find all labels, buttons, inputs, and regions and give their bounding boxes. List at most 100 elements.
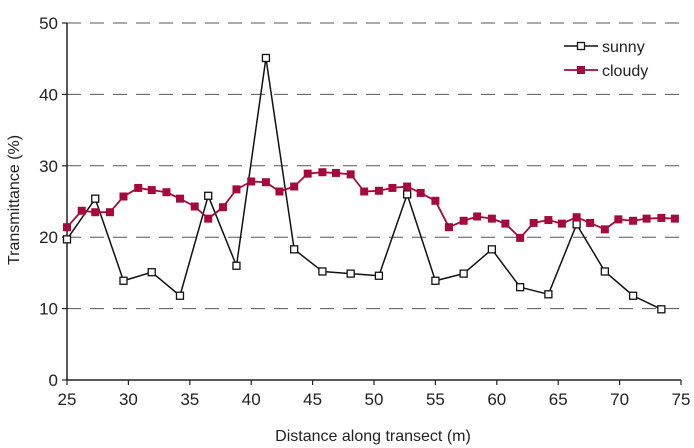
legend-item-sunny: sunny bbox=[564, 39, 645, 56]
data-point-cloudy bbox=[670, 214, 679, 223]
x-axis-title: Distance along transect (m) bbox=[275, 428, 471, 445]
legend-label-sunny: sunny bbox=[602, 39, 645, 56]
data-point-sunny bbox=[62, 235, 72, 244]
data-point-cloudy bbox=[77, 206, 86, 215]
data-point-sunny bbox=[657, 305, 666, 314]
data-point-sunny bbox=[204, 191, 213, 200]
data-point-cloudy bbox=[544, 216, 553, 225]
y-tick-label: 20 bbox=[39, 228, 58, 247]
series-cloudy bbox=[63, 168, 679, 242]
data-point-cloudy bbox=[175, 194, 184, 203]
data-point-cloudy bbox=[629, 216, 638, 225]
data-point-sunny bbox=[572, 220, 581, 229]
data-point-cloudy bbox=[119, 192, 128, 201]
data-point-cloudy bbox=[303, 169, 312, 178]
data-point-sunny bbox=[91, 194, 100, 203]
data-point-sunny bbox=[459, 269, 468, 278]
data-point-cloudy bbox=[501, 219, 510, 228]
x-tick-label: 70 bbox=[610, 390, 629, 409]
data-point-cloudy bbox=[614, 215, 623, 224]
axes bbox=[66, 23, 681, 381]
data-point-sunny bbox=[232, 261, 241, 270]
gridlines bbox=[67, 22, 681, 310]
x-tick-label: 45 bbox=[303, 390, 322, 409]
y-axis-title: Transmittance (%) bbox=[6, 135, 23, 265]
data-point-cloudy bbox=[318, 168, 327, 177]
data-point-cloudy bbox=[487, 214, 496, 223]
legend-item-cloudy: cloudy bbox=[564, 63, 648, 80]
data-point-sunny bbox=[487, 245, 497, 254]
data-point-cloudy bbox=[290, 182, 299, 191]
data-point-cloudy bbox=[162, 188, 171, 197]
data-point-sunny bbox=[374, 271, 384, 280]
data-point-sunny bbox=[403, 190, 412, 199]
data-point-cloudy bbox=[431, 196, 440, 205]
data-point-sunny bbox=[147, 268, 156, 277]
y-tick-label: 30 bbox=[39, 157, 58, 176]
data-point-cloudy bbox=[374, 186, 383, 195]
y-tick-label: 0 bbox=[49, 371, 58, 390]
data-point-cloudy bbox=[444, 223, 453, 232]
data-point-sunny bbox=[515, 283, 525, 292]
data-point-cloudy bbox=[557, 219, 566, 228]
data-point-sunny bbox=[431, 276, 440, 285]
data-point-cloudy bbox=[261, 178, 270, 187]
data-point-cloudy bbox=[147, 186, 156, 195]
data-point-cloudy bbox=[473, 212, 482, 221]
series-sunny bbox=[62, 53, 666, 314]
series-line-cloudy bbox=[66, 171, 675, 239]
y-tick-label: 10 bbox=[39, 300, 58, 319]
x-tick-label: 25 bbox=[58, 390, 77, 409]
data-point-sunny bbox=[261, 53, 271, 63]
x-tick-label: 60 bbox=[487, 390, 506, 409]
x-tick-label: 55 bbox=[426, 390, 445, 409]
data-point-cloudy bbox=[331, 168, 340, 177]
legend-marker-cloudy bbox=[577, 66, 585, 74]
data-point-cloudy bbox=[600, 225, 609, 234]
data-point-sunny bbox=[544, 290, 553, 299]
data-point-cloudy bbox=[346, 170, 355, 179]
data-point-cloudy bbox=[388, 183, 397, 192]
data-point-cloudy bbox=[63, 223, 71, 232]
data-point-cloudy bbox=[190, 202, 199, 211]
data-point-cloudy bbox=[459, 216, 468, 225]
data-point-cloudy bbox=[572, 213, 581, 222]
data-point-cloudy bbox=[416, 188, 425, 197]
x-tick-label: 40 bbox=[242, 390, 261, 409]
data-point-sunny bbox=[600, 267, 610, 276]
data-point-cloudy bbox=[657, 213, 666, 222]
y-tick-label: 50 bbox=[39, 14, 58, 33]
data-point-cloudy bbox=[516, 233, 525, 242]
legend-marker-sunny bbox=[576, 41, 586, 51]
data-point-sunny bbox=[346, 269, 355, 278]
legend: sunny cloudy bbox=[564, 39, 648, 80]
series-layer bbox=[62, 53, 679, 314]
x-tick-label: 30 bbox=[119, 390, 138, 409]
data-point-sunny bbox=[175, 291, 185, 300]
data-point-cloudy bbox=[275, 187, 284, 196]
data-point-sunny bbox=[318, 267, 327, 276]
data-point-cloudy bbox=[586, 218, 595, 227]
x-axis-ticks: 25 30 35 40 45 50 55 60 65 70 75 bbox=[58, 380, 691, 409]
x-tick-label: 65 bbox=[549, 390, 568, 409]
x-tick-label: 35 bbox=[180, 390, 199, 409]
y-tick-label: 40 bbox=[39, 85, 58, 104]
data-point-sunny bbox=[290, 245, 299, 254]
data-point-cloudy bbox=[218, 203, 227, 212]
data-point-cloudy bbox=[134, 183, 143, 192]
x-tick-label: 50 bbox=[365, 390, 384, 409]
data-point-sunny bbox=[628, 291, 638, 300]
data-point-cloudy bbox=[360, 187, 369, 196]
data-point-cloudy bbox=[204, 214, 213, 223]
data-point-cloudy bbox=[91, 208, 100, 217]
y-axis-ticks: 0 10 20 30 40 50 bbox=[39, 14, 67, 390]
data-point-cloudy bbox=[642, 214, 651, 223]
legend-label-cloudy: cloudy bbox=[602, 63, 648, 80]
data-point-cloudy bbox=[105, 208, 114, 217]
data-point-sunny bbox=[119, 276, 128, 285]
data-point-cloudy bbox=[247, 177, 256, 186]
x-tick-label: 75 bbox=[672, 390, 691, 409]
data-point-cloudy bbox=[232, 185, 241, 194]
data-point-cloudy bbox=[403, 182, 412, 191]
